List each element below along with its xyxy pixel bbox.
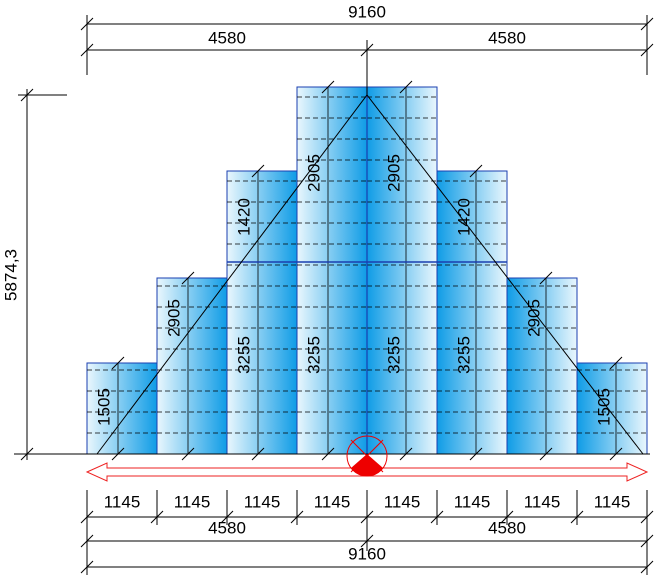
module-dimension: 1145 (454, 492, 491, 511)
height-label: 5874,3 (1, 249, 20, 301)
bottom-dimension-lines (80, 490, 654, 575)
height-dimension-lines (14, 88, 87, 461)
segment-label: 3255 (304, 336, 323, 374)
module-dimension: 1145 (104, 492, 141, 511)
tick (181, 271, 195, 285)
tick (399, 80, 413, 94)
bottom-total: 9160 (348, 544, 386, 563)
bottom-half: 4580 (488, 518, 526, 537)
segment-label: 1505 (594, 388, 613, 426)
segment-label: 2905 (524, 299, 543, 337)
segment-label: 1420 (234, 198, 253, 236)
tick (609, 356, 623, 370)
segment-label: 3255 (234, 336, 253, 374)
support-circle (346, 435, 388, 477)
tick (111, 356, 125, 370)
module-dimension: 1145 (384, 492, 421, 511)
bottom-half: 4580 (208, 518, 246, 537)
segment-label: 2905 (384, 154, 403, 192)
support-symbol (351, 454, 383, 476)
column (226, 170, 298, 455)
columns: 1505 2905 3255 1420 3255 2905 3255 2905 3255 1420… (86, 80, 648, 461)
module-dimension: 1145 (314, 492, 351, 511)
dimension-tick (640, 510, 654, 524)
tick (251, 164, 265, 178)
top-half: 4580 (488, 28, 526, 47)
top-half: 4580 (208, 28, 246, 47)
segment-label: 2905 (304, 154, 323, 192)
segment-label: 1420 (454, 198, 473, 236)
column (576, 362, 648, 455)
module-dimension: 1145 (244, 492, 281, 511)
segment-label: 3255 (384, 336, 403, 374)
module-dimension: 1145 (174, 492, 211, 511)
segment-label: 2905 (164, 299, 183, 337)
column (436, 170, 508, 455)
module-dimension: 1145 (524, 492, 561, 511)
segment-label: 1505 (94, 388, 113, 426)
column (366, 86, 438, 455)
tick (469, 164, 483, 178)
top-dimension-lines (80, 15, 654, 95)
column (296, 86, 368, 455)
column (86, 362, 158, 455)
top-total: 9160 (348, 2, 386, 21)
tick (321, 80, 335, 94)
tick (539, 271, 553, 285)
support-line (350, 439, 384, 473)
span-arrow (85, 462, 649, 482)
segment-label: 3255 (454, 336, 473, 374)
module-dimension: 1145 (594, 492, 631, 511)
